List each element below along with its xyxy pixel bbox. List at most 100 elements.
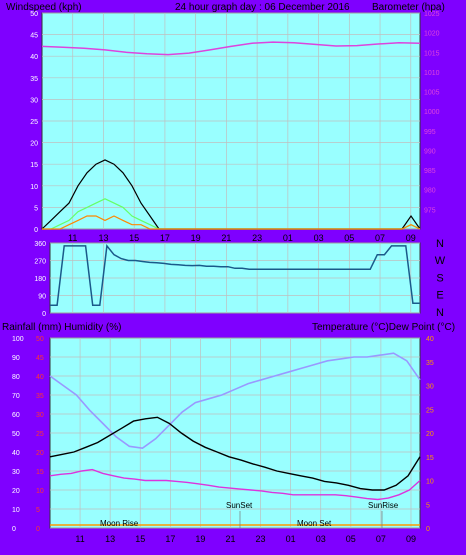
barometer-y-tick: 995 <box>424 129 436 136</box>
annotation-moon-set: Moon Set <box>297 519 332 528</box>
x-tick-label: 17 <box>160 233 170 243</box>
barometer-y-tick: 1010 <box>424 70 440 77</box>
humidity-y-tick: 10 <box>12 507 20 514</box>
x-tick-label: 15 <box>129 233 139 243</box>
x-tick-label: 21 <box>225 534 235 544</box>
wind-y-tick: 25 <box>30 119 38 126</box>
barometer-y-tick: 1020 <box>424 31 440 38</box>
x-tick-label: 23 <box>252 233 262 243</box>
rain-y-tick: 15 <box>36 469 44 476</box>
x-tick-label: 13 <box>98 233 108 243</box>
temp-y-tick: 30 <box>426 384 434 391</box>
humidity-y-tick: 0 <box>12 526 16 533</box>
wind-y-tick: 35 <box>30 76 38 83</box>
x-tick-label: 17 <box>165 534 175 544</box>
wind-y-tick: 40 <box>30 54 38 61</box>
direction-y-tick: 180 <box>34 276 46 283</box>
temp-dew-title: Temperature (°C)Dew Point (°C) <box>312 322 455 333</box>
annotation-moon-rise: Moon Rise <box>100 519 139 528</box>
wind-y-tick: 20 <box>30 141 38 148</box>
temp-y-tick: 5 <box>426 502 430 509</box>
temp-y-tick: 0 <box>426 526 430 533</box>
direction-y-tick: 0 <box>42 311 46 318</box>
rain-y-tick: 50 <box>36 336 44 343</box>
temp-y-tick: 10 <box>426 479 434 486</box>
rain-humidity-title: Rainfall (mm) Humidity (%) <box>2 322 121 333</box>
rain-y-tick: 35 <box>36 393 44 400</box>
wind-y-tick: 50 <box>30 11 38 18</box>
wind-title: Windspeed (kph) <box>6 2 82 13</box>
temp-y-tick: 20 <box>426 431 434 438</box>
barometer-y-tick: 990 <box>424 148 436 155</box>
barometer-title: Barometer (hpa) <box>372 2 445 13</box>
x-tick-label: 19 <box>191 233 201 243</box>
humidity-y-tick: 60 <box>12 412 20 419</box>
direction-y-tick: 360 <box>34 241 46 248</box>
barometer-y-tick: 1005 <box>424 90 440 97</box>
humidity-y-tick: 40 <box>12 450 20 457</box>
wind-y-tick: 5 <box>34 205 38 212</box>
x-tick-label: 03 <box>316 534 326 544</box>
x-tick-label: 23 <box>256 534 266 544</box>
x-tick-label: 03 <box>314 233 324 243</box>
temp-y-tick: 15 <box>426 455 434 462</box>
rain-y-tick: 0 <box>36 526 40 533</box>
x-tick-label: 21 <box>221 233 231 243</box>
rain-y-tick: 5 <box>36 507 40 514</box>
humidity-y-tick: 80 <box>12 374 20 381</box>
compass-s-label: S <box>436 272 443 284</box>
temp-y-tick: 40 <box>426 336 434 343</box>
wind-lull-line <box>42 215 421 230</box>
x-tick-label: 11 <box>75 534 84 544</box>
humidity-line <box>49 352 421 450</box>
dew-point-line <box>49 468 421 501</box>
humidity-y-tick: 90 <box>12 355 20 362</box>
x-tick-label: 05 <box>346 534 356 544</box>
direction-y-tick: 90 <box>38 294 46 301</box>
x-tick-label: 01 <box>283 233 293 243</box>
x-tick-label: 09 <box>406 534 416 544</box>
annotation-sunset: SunSet <box>226 501 253 510</box>
x-tick-label: 19 <box>195 534 205 544</box>
x-tick-label: 01 <box>286 534 296 544</box>
barometer-y-tick: 1015 <box>424 50 440 57</box>
x-tick-label: 05 <box>344 233 354 243</box>
rain-y-tick: 20 <box>36 450 44 457</box>
x-tick-label: 09 <box>406 233 416 243</box>
rain-y-tick: 40 <box>36 374 44 381</box>
direction-y-tick: 270 <box>34 259 46 266</box>
compass-n-label: N <box>436 238 444 250</box>
humidity-y-tick: 30 <box>12 469 20 476</box>
barometer-line <box>41 41 421 56</box>
rain-y-tick: 45 <box>36 355 44 362</box>
barometer-y-tick: 980 <box>424 188 436 195</box>
temp-y-tick: 35 <box>426 360 434 367</box>
barometer-y-tick: 1000 <box>424 109 440 116</box>
wind-y-tick: 10 <box>30 184 38 191</box>
temp-y-tick: 25 <box>426 407 434 414</box>
humidity-y-tick: 70 <box>12 393 20 400</box>
humidity-y-tick: 50 <box>12 431 20 438</box>
rain-y-tick: 30 <box>36 412 44 419</box>
barometer-y-tick: 975 <box>424 207 436 214</box>
compass-e-label: E <box>436 290 443 302</box>
wind-y-tick: 15 <box>30 162 38 169</box>
x-tick-label: 11 <box>68 233 77 243</box>
x-tick-label: 07 <box>375 233 385 243</box>
wind-direction-line <box>50 244 420 306</box>
wind-y-tick: 30 <box>30 97 38 104</box>
humidity-y-tick: 100 <box>12 336 24 343</box>
x-tick-label: 15 <box>135 534 145 544</box>
barometer-y-tick: 985 <box>424 168 436 175</box>
temperature-line <box>49 416 421 491</box>
wind-y-tick: 45 <box>30 33 38 40</box>
x-tick-label: 13 <box>105 534 115 544</box>
barometer-y-tick: 1025 <box>424 11 440 18</box>
humidity-y-tick: 20 <box>12 488 20 495</box>
annotation-sunrise: SunRise <box>368 501 399 510</box>
graph-title: 24 hour graph day : 06 December 2016 <box>175 2 350 13</box>
x-tick-label: 07 <box>376 534 386 544</box>
compass-n-label: N <box>436 307 444 319</box>
compass-w-label: W <box>435 255 446 267</box>
